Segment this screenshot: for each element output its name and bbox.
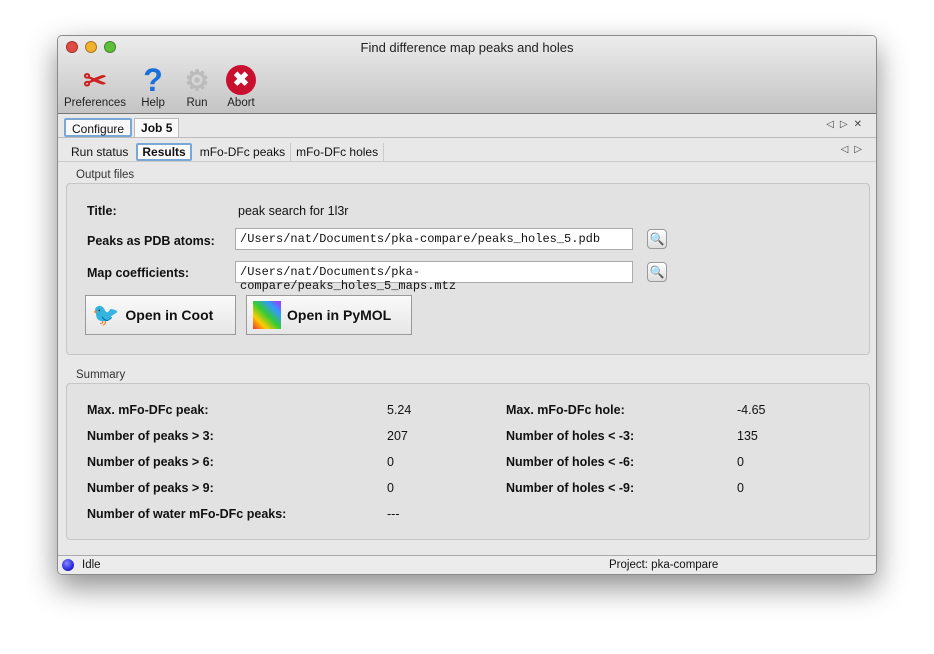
summary-value: 5.24 — [387, 403, 412, 417]
summary-section: Max. mFo-DFc peak: 5.24 Max. mFo-DFc hole:… — [66, 383, 870, 540]
title-label: Title: — [87, 204, 117, 218]
preferences-button[interactable]: ✂ Preferences — [64, 63, 127, 110]
map-label: Map coefficients: — [87, 266, 190, 280]
output-files-section: Title: peak search for 1l3r Peaks as PDB… — [66, 183, 870, 355]
summary-value: -4.65 — [737, 403, 766, 417]
tab-configure[interactable]: Configure — [64, 118, 133, 137]
close-button[interactable] — [66, 41, 78, 53]
open-in-pymol-button[interactable]: Open in PyMOL — [246, 295, 412, 335]
browse-pdb-button[interactable]: 🔍 — [647, 229, 667, 249]
tab-scroll-controls[interactable]: ◁▷✕ — [826, 119, 868, 130]
summary-label: Max. mFo-DFc hole: — [506, 403, 625, 417]
summary-label: Number of water mFo-DFc peaks: — [87, 507, 287, 521]
tools-icon: ✂ — [83, 64, 107, 96]
run-label: Run — [186, 97, 208, 109]
pdb-path-field[interactable]: /Users/nat/Documents/pka-compare/peaks_h… — [235, 228, 633, 250]
subtab-run-status[interactable]: Run status — [71, 145, 129, 159]
summary-value: 0 — [737, 455, 744, 469]
summary-label: Number of peaks > 6: — [87, 455, 214, 469]
summary-heading: Summary — [76, 369, 126, 381]
summary-label: Max. mFo-DFc peak: — [87, 403, 209, 417]
help-button[interactable]: ? Help — [136, 61, 170, 110]
question-icon: ? — [143, 61, 163, 98]
subtab-peaks[interactable]: mFo-DFc peaks — [195, 143, 292, 161]
title-value: peak search for 1l3r — [238, 204, 349, 218]
subtab-scroll-controls[interactable]: ◁▷ — [840, 144, 868, 155]
subtab-holes[interactable]: mFo-DFc holes — [291, 143, 385, 161]
summary-label: Number of peaks > 9: — [87, 481, 214, 495]
status-text: Idle — [82, 559, 101, 571]
summary-label: Number of peaks > 3: — [87, 429, 214, 443]
output-files-heading: Output files — [76, 169, 135, 181]
status-indicator-icon — [62, 559, 74, 571]
window: Find difference map peaks and holes ✂ Pre… — [57, 35, 877, 575]
tab-job-5[interactable]: Job 5 — [134, 118, 180, 137]
abort-label: Abort — [227, 97, 255, 109]
summary-value: 0 — [737, 481, 744, 495]
summary-value: 0 — [387, 481, 394, 495]
abort-icon: ✖ — [224, 63, 258, 97]
title-bar: Find difference map peaks and holes ✂ Pre… — [58, 36, 876, 114]
summary-value: 207 — [387, 429, 408, 443]
coot-bird-icon: 🐦 — [92, 302, 120, 327]
help-label: Help — [141, 97, 165, 109]
map-path-field[interactable]: /Users/nat/Documents/pka-compare/peaks_h… — [235, 261, 633, 293]
summary-label: Number of holes < -3: — [506, 429, 635, 443]
run-button[interactable]: ⚙ Run — [180, 63, 214, 110]
summary-value: 135 — [737, 429, 758, 443]
pymol-label: Open in PyMOL — [287, 307, 392, 323]
subtab-results[interactable]: Results — [136, 143, 192, 161]
abort-button[interactable]: ✖ Abort — [224, 63, 258, 109]
status-bar: Idle Project: pka-compare — [58, 555, 876, 574]
gear-icon: ⚙ — [184, 64, 210, 96]
summary-value: 0 — [387, 455, 394, 469]
summary-value: --- — [387, 507, 400, 521]
magnifier-icon: 🔍 — [649, 265, 665, 279]
summary-label: Number of holes < -9: — [506, 481, 635, 495]
browse-map-button[interactable]: 🔍 — [647, 262, 667, 282]
window-title: Find difference map peaks and holes — [360, 40, 574, 55]
summary-label: Number of holes < -6: — [506, 455, 635, 469]
magnifier-icon: 🔍 — [649, 232, 665, 246]
preferences-label: Preferences — [64, 97, 127, 109]
project-label: Project: pka-compare — [609, 559, 719, 571]
pymol-icon — [253, 301, 281, 329]
coot-label: Open in Coot — [125, 307, 214, 323]
open-in-coot-button[interactable]: 🐦 Open in Coot — [85, 295, 236, 335]
minimize-button[interactable] — [85, 41, 97, 53]
pdb-label: Peaks as PDB atoms: — [87, 234, 215, 248]
zoom-button[interactable] — [104, 41, 116, 53]
